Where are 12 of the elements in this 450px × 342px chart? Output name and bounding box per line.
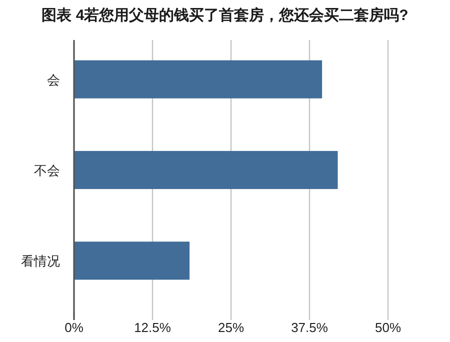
y-tick-label: 会: [47, 72, 60, 88]
y-tick-label: 不会: [34, 163, 60, 178]
x-tick-label: 50%: [374, 320, 402, 335]
bar: [74, 242, 190, 280]
x-tick-label: 25%: [218, 320, 244, 335]
y-tick-label: 看情况: [21, 254, 60, 269]
bar: [74, 150, 338, 190]
x-tick-label: 37.5%: [291, 320, 328, 335]
x-tick-label: 0%: [64, 320, 84, 335]
x-tick-label: 12.5%: [134, 320, 172, 335]
chart-title: 图表 4若您用父母的钱买了首套房，您还会买二套房吗?: [42, 6, 408, 24]
bar: [74, 60, 322, 98]
